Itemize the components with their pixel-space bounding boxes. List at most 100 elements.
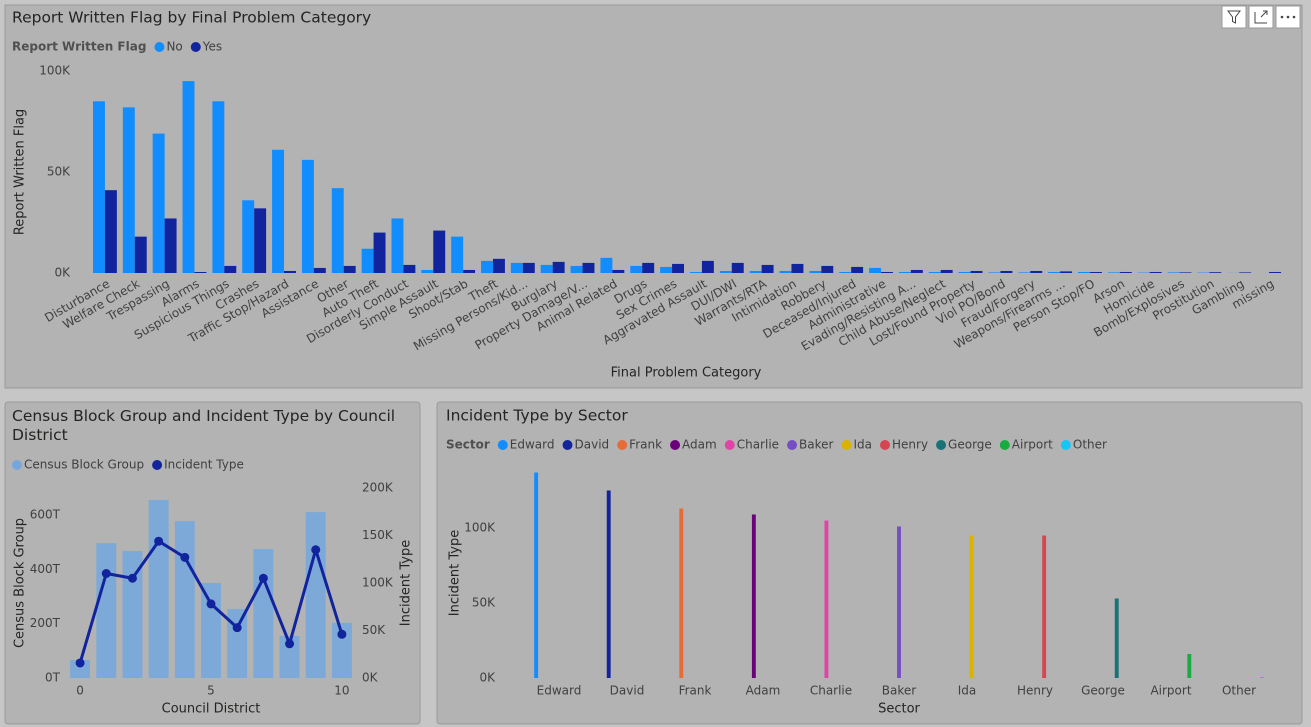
legend-label: George	[948, 438, 992, 452]
bar	[272, 149, 285, 273]
bar	[463, 269, 476, 273]
y-tick-label: 200T	[30, 616, 61, 630]
bar	[331, 188, 344, 273]
chart-title: Report Written Flag by Final Problem Cat…	[12, 9, 371, 27]
bar	[970, 270, 983, 273]
bar	[92, 101, 105, 273]
y-tick-label: 0K	[479, 671, 496, 685]
title-line: District	[12, 426, 68, 444]
bar	[391, 218, 404, 273]
line-marker	[180, 552, 190, 562]
bar	[958, 271, 971, 273]
bar	[851, 266, 864, 273]
legend-marker	[787, 440, 798, 450]
chart-title: Incident Type by Sector	[446, 407, 628, 425]
bar	[779, 270, 792, 273]
bar	[122, 107, 135, 273]
bar	[898, 271, 911, 273]
more-dot	[1280, 15, 1284, 19]
x-tick-label: 10	[334, 684, 349, 698]
chart-title: Census Block Group and Incident Type by …	[12, 407, 395, 444]
bar	[1114, 598, 1119, 678]
bar	[305, 512, 326, 678]
bar	[70, 660, 91, 678]
legend-label: Frank	[629, 438, 662, 452]
bar	[672, 263, 685, 273]
legend-marker	[999, 440, 1010, 450]
line-marker	[311, 545, 321, 555]
bar	[96, 543, 117, 678]
legend-label: Ida	[853, 438, 872, 452]
bar	[791, 263, 804, 273]
bar	[224, 265, 237, 273]
bar	[284, 270, 296, 273]
line-marker	[101, 569, 111, 578]
x-tick-label: David	[610, 684, 645, 698]
bar	[1089, 271, 1102, 273]
line-marker	[285, 639, 295, 649]
legend-label: Charlie	[737, 438, 779, 452]
filter-button[interactable]	[1221, 5, 1247, 29]
bar	[1119, 271, 1132, 273]
legend-marker	[12, 460, 22, 470]
bar	[731, 262, 744, 273]
bar	[940, 269, 953, 273]
bar	[809, 270, 822, 273]
line-marker	[127, 573, 137, 583]
bar	[194, 271, 207, 273]
y-tick-label: 0K	[362, 671, 379, 685]
y-tick-label: 0K	[54, 266, 71, 280]
bar	[1179, 272, 1192, 273]
title-line: Census Block Group and Incident Type by …	[12, 407, 395, 425]
bar	[1259, 676, 1264, 678]
bar	[1000, 270, 1013, 273]
bar	[1048, 271, 1061, 273]
bar	[910, 269, 923, 273]
bar	[701, 260, 714, 273]
y-tick-label: 200K	[362, 481, 394, 495]
line-marker	[232, 623, 242, 633]
y-tick-label: 50K	[472, 596, 496, 610]
bar	[582, 262, 595, 273]
legend-marker	[497, 440, 508, 450]
bar	[134, 236, 147, 273]
line-marker	[337, 629, 347, 639]
x-tick-label: Edward	[537, 684, 582, 698]
bar	[534, 472, 539, 678]
bar	[242, 200, 255, 273]
bar	[373, 232, 386, 273]
bar	[433, 230, 446, 273]
legend-marker	[841, 440, 852, 450]
legend-marker	[190, 42, 201, 52]
legend-marker	[154, 42, 165, 52]
bar	[1030, 270, 1043, 273]
bar	[689, 271, 702, 273]
bar	[212, 101, 225, 273]
y-axis-title: Report Written Flag	[13, 109, 28, 235]
bar	[343, 265, 356, 273]
bar	[761, 264, 774, 273]
y-tick-label: 400T	[30, 562, 61, 576]
y-tick-label: 150K	[362, 528, 394, 542]
bar	[751, 514, 756, 678]
bar	[928, 271, 941, 273]
bar	[1167, 272, 1180, 273]
x-axis-title: Final Problem Category	[611, 366, 762, 381]
x-tick-label: Adam	[746, 684, 781, 698]
bar	[227, 609, 248, 678]
bar	[1209, 272, 1222, 273]
x-axis-title: Council District	[162, 702, 261, 717]
bar	[570, 265, 583, 273]
bar	[1078, 271, 1090, 273]
bar	[254, 208, 267, 273]
x-tick-label: Frank	[679, 684, 712, 698]
bar	[679, 508, 684, 678]
legend-title: Sector	[446, 438, 490, 452]
more-dot	[1286, 15, 1290, 19]
legend-marker	[1060, 440, 1071, 450]
legend-label: Adam	[682, 438, 717, 452]
legend-label: Yes	[202, 40, 222, 54]
visual-panel	[436, 401, 1303, 725]
bar	[600, 257, 613, 273]
